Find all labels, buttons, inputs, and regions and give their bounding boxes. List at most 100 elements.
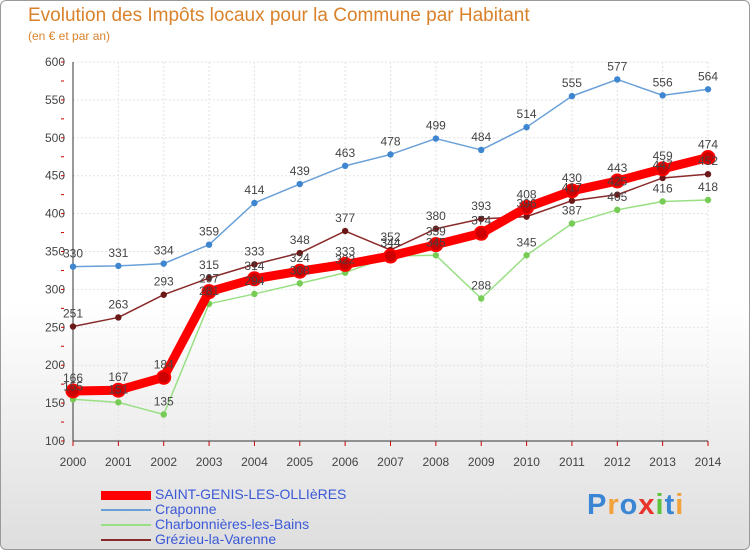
- data-label-grezieu-2006: 377: [335, 211, 355, 225]
- data-label-charbonnieres-2003: 281: [199, 284, 219, 298]
- x-tick-label-2008: 2008: [423, 455, 450, 469]
- y-tick-label-450: 450: [45, 169, 65, 183]
- data-label-craponne-2001: 331: [108, 246, 128, 260]
- series-point-grezieu-2002: [160, 291, 167, 298]
- series-point-saint-genis-2013: [655, 161, 671, 177]
- series-point-craponne-2005: [296, 180, 303, 188]
- legend-label-craponne: Craponne: [155, 501, 217, 517]
- series-point-saint-genis-2005: [292, 263, 308, 279]
- data-label-grezieu-2000: 251: [63, 307, 83, 321]
- legend-item-charbonnieres: Charbonnières-les-Bains: [101, 516, 431, 532]
- data-label-saint-genis-2011: 430: [562, 171, 582, 185]
- series-point-charbonnieres-2013: [659, 198, 666, 205]
- series-point-saint-genis-2007: [383, 248, 398, 264]
- series-point-charbonnieres-2014: [704, 196, 712, 204]
- logo-letter: t: [664, 489, 676, 521]
- data-label-craponne-2006: 463: [335, 146, 355, 160]
- y-tick-label-600: 600: [45, 55, 65, 69]
- series-point-grezieu-2009: [478, 215, 485, 223]
- series-layer: [65, 76, 716, 418]
- x-tick-label-2006: 2006: [332, 455, 359, 469]
- series-point-grezieu-2005: [296, 249, 303, 257]
- data-label-charbonnieres-2010: 345: [517, 235, 537, 249]
- data-label-grezieu-2009: 393: [471, 199, 491, 213]
- data-label-charbonnieres-2012: 405: [607, 190, 627, 204]
- data-label-saint-genis-2009: 374: [471, 213, 491, 227]
- data-label-craponne-2014: 564: [698, 69, 718, 83]
- x-tick-label-2013: 2013: [649, 455, 676, 469]
- data-label-charbonnieres-2013: 416: [653, 181, 673, 195]
- data-label-saint-genis-2003: 297: [199, 272, 219, 286]
- data-label-charbonnieres-2002: 135: [154, 394, 174, 408]
- series-point-charbonnieres-2004: [251, 290, 258, 298]
- x-tick-label-2009: 2009: [468, 455, 495, 469]
- series-point-grezieu-2012: [614, 191, 621, 198]
- x-tick-label-2005: 2005: [286, 455, 313, 469]
- data-label-craponne-2000: 330: [63, 247, 83, 261]
- y-tick-label-100: 100: [45, 434, 65, 448]
- data-label-grezieu-2001: 263: [108, 297, 128, 311]
- series-point-saint-genis-2010: [519, 200, 535, 216]
- logo-letter: i: [655, 489, 665, 521]
- series-point-charbonnieres-2012: [614, 206, 621, 214]
- y-tick-label-250: 250: [45, 320, 65, 334]
- series-point-saint-genis-2012: [609, 173, 625, 189]
- series-point-charbonnieres-2009: [478, 295, 485, 302]
- series-point-charbonnieres-2002: [160, 411, 167, 418]
- series-point-saint-genis-2004: [246, 271, 262, 287]
- series-point-craponne-2006: [341, 162, 349, 170]
- data-label-craponne-2009: 484: [471, 130, 491, 144]
- x-tick-label-2012: 2012: [604, 455, 631, 469]
- series-point-craponne-2007: [387, 151, 394, 158]
- x-tick-label-2011: 2011: [559, 455, 585, 469]
- data-label-charbonnieres-2000: 155: [63, 379, 83, 393]
- legend-swatch-craponne: [101, 509, 151, 511]
- x-tick-label-2004: 2004: [241, 455, 268, 469]
- logo-letter: x: [638, 489, 656, 521]
- series-point-craponne-2013: [659, 92, 666, 99]
- series-point-craponne-2010: [523, 123, 530, 131]
- data-label-charbonnieres-2006: 322: [335, 253, 355, 267]
- data-label-grezieu-2014: 452: [698, 154, 718, 168]
- data-label-grezieu-2012: 425: [607, 175, 627, 189]
- data-label-grezieu-2004: 333: [244, 244, 264, 258]
- legend-item-saint-genis: SAINT-GENIS-LES-OLLIèRES: [101, 486, 431, 502]
- data-label-craponne-2011: 555: [562, 76, 582, 90]
- series-point-grezieu-2010: [523, 213, 530, 220]
- series-point-charbonnieres-2001: [115, 399, 122, 406]
- series-point-craponne-2012: [614, 76, 621, 83]
- axes: 100 150 200 250 300 350 400 450 500 550 600 2000 200…: [45, 55, 722, 469]
- series-point-saint-genis-2008: [428, 237, 444, 253]
- data-label-charbonnieres-2014: 418: [698, 180, 718, 194]
- plot-area: 100 150 200 250 300 350 400 450 500 550 600 2000 200…: [45, 55, 722, 469]
- legend: SAINT-GENIS-LES-OLLIèRES Craponne Charbo…: [101, 486, 431, 547]
- series-point-grezieu-2011: [568, 197, 576, 204]
- data-label-craponne-2007: 478: [380, 134, 400, 148]
- data-label-saint-genis-2012: 443: [607, 161, 627, 175]
- data-label-craponne-2008: 499: [426, 119, 446, 133]
- x-tick-label-2001: 2001: [105, 455, 132, 469]
- data-label-craponne-2003: 359: [199, 225, 219, 239]
- series-point-charbonnieres-2008: [432, 252, 440, 259]
- y-tick-label-350: 350: [45, 245, 65, 259]
- legend-label-saint-genis: SAINT-GENIS-LES-OLLIèRES: [155, 486, 347, 502]
- data-label-saint-genis-2000: 166: [63, 371, 83, 385]
- series-point-craponne-2004: [251, 199, 258, 207]
- logo-letter: i: [675, 489, 685, 521]
- legend-label-charbonnieres: Charbonnières-les-Bains: [155, 516, 310, 532]
- data-label-charbonnieres-2011: 387: [562, 203, 582, 217]
- legend-item-craponne: Craponne: [101, 501, 431, 517]
- y-tick-label-150: 150: [45, 396, 65, 410]
- data-label-grezieu-2013: 447: [653, 158, 673, 172]
- x-tick-label-2010: 2010: [513, 455, 540, 469]
- data-label-craponne-2005: 439: [290, 164, 310, 178]
- data-label-grezieu-2011: 417: [562, 181, 582, 195]
- legend-swatch-saint-genis: [101, 491, 151, 500]
- series-point-saint-genis-2000: [65, 383, 81, 399]
- chart-title: Evolution des Impôts locaux pour la Comm…: [28, 5, 530, 26]
- series-point-craponne-2009: [478, 146, 485, 154]
- data-label-grezieu-2010: 396: [517, 197, 537, 211]
- data-label-saint-genis-2010: 408: [517, 188, 537, 202]
- series-point-grezieu-2006: [341, 227, 349, 235]
- series-point-saint-genis-2009: [473, 225, 489, 241]
